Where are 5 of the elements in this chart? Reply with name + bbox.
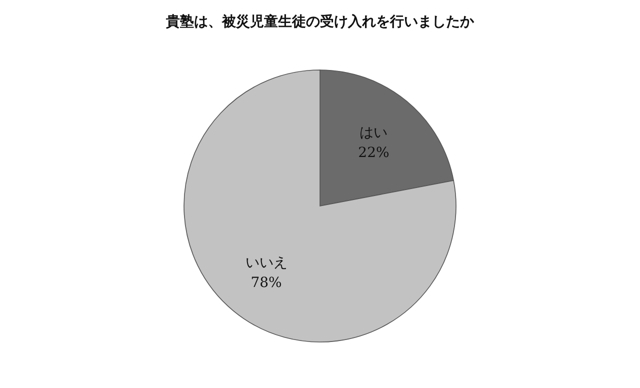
chart-title: 貴塾は、被災児童生徒の受け入れを行いましたか bbox=[165, 13, 475, 30]
slice-label: はい bbox=[360, 125, 388, 142]
slice-label: いいえ bbox=[245, 254, 288, 271]
data-label: 22% bbox=[358, 145, 390, 162]
data-label: 78% bbox=[250, 274, 282, 291]
